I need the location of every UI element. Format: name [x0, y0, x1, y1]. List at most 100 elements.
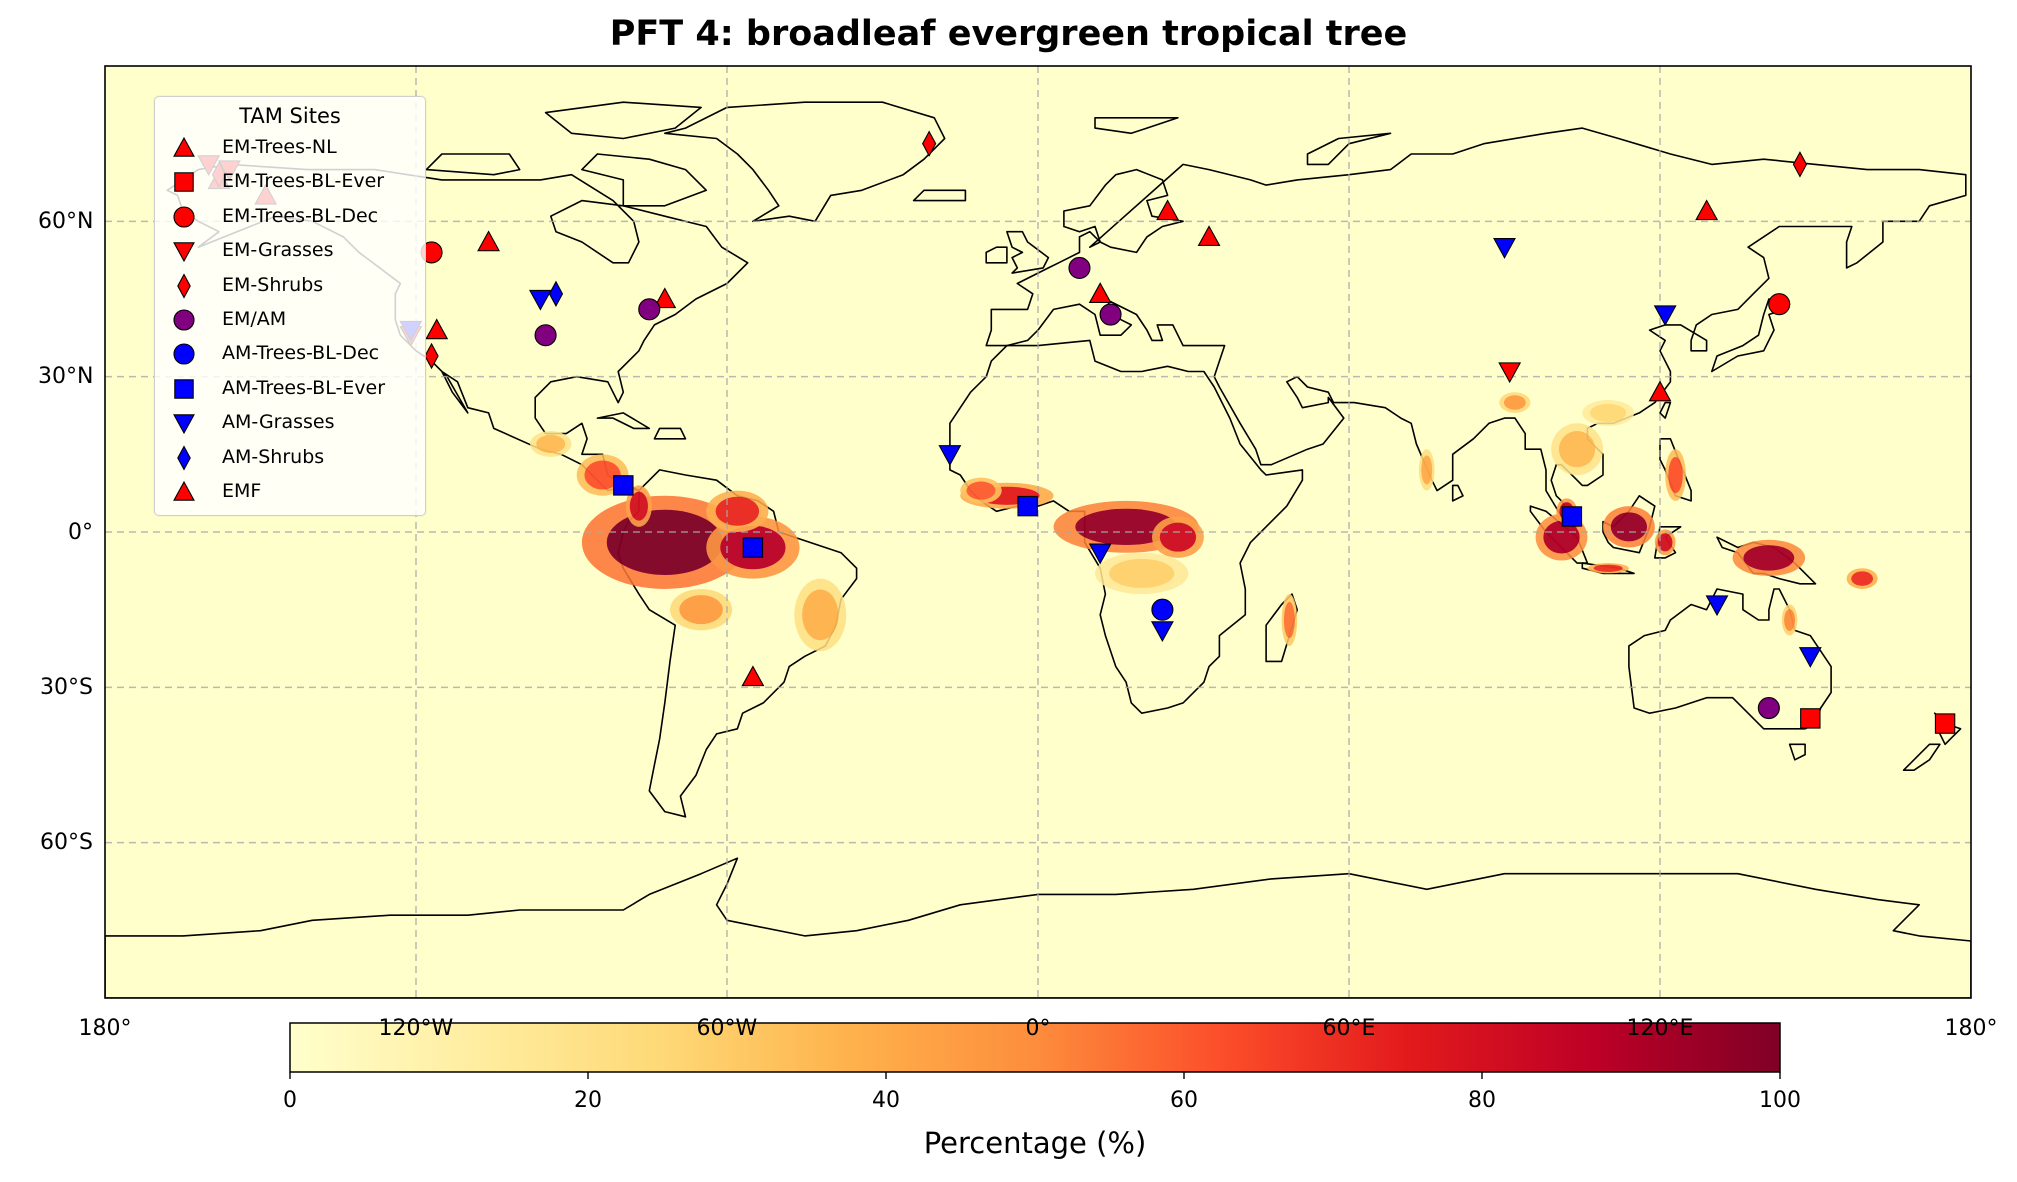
legend-marker-icon	[173, 206, 195, 228]
forest-cover-solomon-islands	[1851, 571, 1874, 586]
site-marker	[1934, 713, 1956, 734]
site-marker	[1757, 696, 1780, 720]
legend-marker-shape	[177, 444, 191, 471]
site-marker	[1648, 380, 1672, 402]
coastline-new-zealand-south	[1902, 743, 1941, 771]
site-marker	[613, 475, 634, 496]
legend-marker-shape	[173, 414, 195, 435]
coastline-svalbard	[1094, 117, 1179, 135]
legend: TAM Sites EM-Trees-NL EM-Trees-BL-Ever EM-…	[154, 96, 426, 516]
legend-marker-shape	[174, 172, 194, 193]
site-marker	[528, 289, 552, 311]
legend-item-label: EM-Grasses	[222, 239, 334, 262]
colorbar-tick-label: 60	[1170, 1087, 1198, 1113]
legend-marker-icon	[174, 378, 194, 399]
forest-cover-congo	[1075, 508, 1177, 545]
forest-cover-south-china	[1590, 403, 1627, 422]
site-marker	[1768, 293, 1791, 316]
coastline-taiwan	[1659, 401, 1672, 419]
site-marker	[638, 298, 661, 321]
site-marker	[424, 342, 439, 370]
site-marker	[1068, 256, 1091, 279]
map-frame	[104, 65, 1972, 999]
lon-tick-label: 0°	[1025, 1015, 1051, 1041]
forest-cover-congo-east	[1159, 522, 1197, 552]
legend-marker-shape	[173, 206, 195, 228]
legend-item-label: EMF	[222, 479, 262, 502]
coastline-hispaniola	[653, 427, 687, 440]
chart-title: PFT 4: broadleaf evergreen tropical tree	[609, 14, 1408, 54]
colorbar-tick-label: 100	[1759, 1087, 1801, 1113]
legend-marker-icon	[173, 136, 195, 157]
lat-tick-label: 0°	[68, 519, 93, 545]
site-marker	[1099, 303, 1122, 326]
colorbar-tick-label: 0	[283, 1087, 297, 1113]
lon-tick-label: 180°	[1944, 1015, 1998, 1041]
site-marker	[1792, 151, 1808, 178]
legend-item: AM-Grasses	[155, 405, 425, 439]
coastline-tasmania	[1788, 743, 1806, 761]
colorbar-tick-label: 80	[1468, 1087, 1496, 1113]
legend-marker-shape	[174, 378, 194, 399]
coastline-africa	[949, 339, 1304, 714]
site-marker	[1088, 543, 1112, 565]
colorbar-tick-label: 40	[872, 1087, 900, 1113]
site-marker	[1800, 708, 1821, 729]
legend-item-label: EM/AM	[222, 307, 287, 330]
site-marker	[938, 445, 962, 466]
forest-cover-java-forest	[1593, 564, 1623, 572]
legend-marker-shape	[177, 272, 191, 299]
legend-item: EM-Shrubs	[155, 268, 425, 302]
site-marker	[1017, 495, 1038, 517]
legend-marker-shape	[173, 242, 195, 263]
legend-marker-shape	[173, 309, 195, 331]
forest-cover-guinea-coast	[966, 481, 996, 500]
site-marker	[1197, 225, 1221, 247]
forest-cover-queensland	[1784, 609, 1796, 631]
coastline-iceland	[912, 189, 967, 202]
legend-item-label: AM-Shrubs	[222, 445, 325, 468]
site-marker	[1498, 362, 1522, 384]
legend-item: EM-Trees-NL	[155, 130, 425, 164]
lon-tick-label: 120°W	[378, 1015, 454, 1041]
lon-tick-label: 120°E	[1626, 1015, 1694, 1041]
legend-item: EM/AM	[155, 302, 425, 336]
coastline-antarctica	[105, 857, 1971, 998]
legend-title: TAM Sites	[239, 104, 341, 128]
coastline-victoria-island	[425, 153, 521, 176]
colorbar-gradient	[290, 1023, 1780, 1072]
colorbar	[289, 1022, 1781, 1079]
coastline-baffin-island	[581, 153, 708, 207]
legend-item: EM-Trees-BL-Dec	[155, 199, 425, 233]
forest-cover-philippines-forest	[1668, 456, 1683, 494]
forest-cover-new-guinea-forest	[1743, 545, 1795, 571]
coastline-philippines	[1659, 438, 1692, 502]
site-marker	[1695, 199, 1719, 221]
site-marker	[1156, 199, 1180, 221]
legend-marker-icon	[177, 444, 191, 471]
coastline-eurasia	[985, 127, 1967, 528]
legend-item-label: EM-Shrubs	[222, 273, 324, 296]
site-markers	[197, 130, 1956, 734]
site-marker	[425, 318, 449, 340]
site-marker	[1150, 621, 1174, 643]
site-marker	[1798, 647, 1822, 668]
coastline-madagascar	[1265, 593, 1298, 663]
legend-item-label: EM-Trees-NL	[222, 136, 337, 158]
forest-cover-indochina	[1558, 431, 1596, 468]
coastline-cuba	[596, 412, 651, 430]
site-marker	[1653, 305, 1677, 327]
colorbar-label: Percentage (%)	[923, 1126, 1147, 1160]
site-marker	[742, 537, 764, 558]
coastline-ellesmere	[544, 101, 702, 140]
site-marker	[1088, 282, 1112, 303]
colorbar-frame	[289, 1022, 1781, 1073]
legend-item: AM-Shrubs	[155, 440, 425, 474]
coastline-ireland	[985, 246, 1008, 264]
legend-marker-icon	[174, 172, 194, 193]
forest-cover-mexico-south	[536, 434, 566, 454]
forest-cover-sumatra-forest	[1543, 520, 1580, 554]
legend-items: EM-Trees-NL EM-Trees-BL-Ever EM-Trees-BL-D…	[155, 130, 425, 508]
legend-item: EMF	[155, 474, 425, 508]
